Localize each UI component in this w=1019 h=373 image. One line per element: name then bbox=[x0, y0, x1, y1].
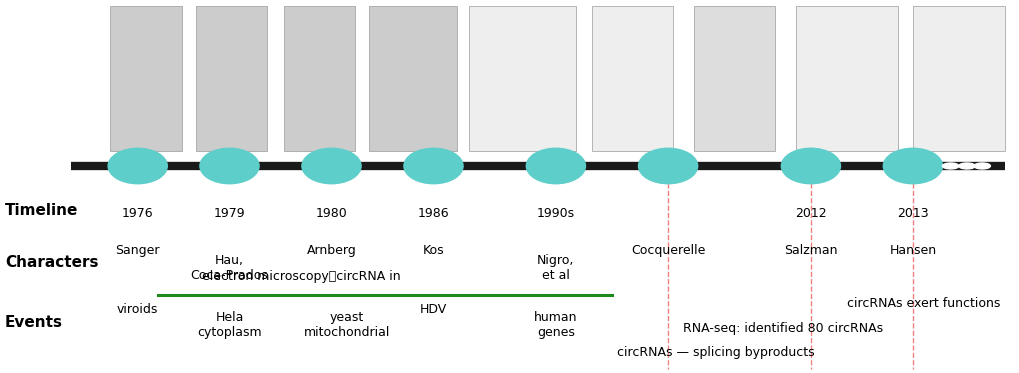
Ellipse shape bbox=[638, 148, 697, 184]
Text: HDV: HDV bbox=[420, 303, 446, 316]
Text: 1986: 1986 bbox=[417, 207, 449, 220]
Text: circRNAs exert functions: circRNAs exert functions bbox=[846, 298, 999, 310]
Text: 2013: 2013 bbox=[896, 207, 928, 220]
FancyBboxPatch shape bbox=[110, 6, 181, 151]
Text: circRNAs — splicing byproducts: circRNAs — splicing byproducts bbox=[616, 346, 814, 359]
Ellipse shape bbox=[526, 148, 585, 184]
Text: Timeline: Timeline bbox=[5, 203, 78, 218]
Text: 1979: 1979 bbox=[213, 207, 246, 220]
Text: Hansen: Hansen bbox=[889, 244, 935, 257]
Text: 1980: 1980 bbox=[315, 207, 347, 220]
Text: Arnberg: Arnberg bbox=[307, 244, 356, 257]
Ellipse shape bbox=[200, 148, 259, 184]
Text: 1990s: 1990s bbox=[536, 207, 575, 220]
FancyBboxPatch shape bbox=[795, 6, 897, 151]
Text: electron microscopy：circRNA in: electron microscopy：circRNA in bbox=[202, 270, 399, 283]
Ellipse shape bbox=[108, 148, 167, 184]
Text: Hau,
Coca-Prados: Hau, Coca-Prados bbox=[191, 254, 268, 282]
Text: 1976: 1976 bbox=[121, 207, 154, 220]
Text: 2012: 2012 bbox=[794, 207, 826, 220]
FancyBboxPatch shape bbox=[469, 6, 576, 151]
FancyBboxPatch shape bbox=[196, 6, 267, 151]
Text: Events: Events bbox=[5, 315, 63, 330]
Ellipse shape bbox=[882, 148, 942, 184]
Circle shape bbox=[942, 163, 958, 169]
FancyBboxPatch shape bbox=[369, 6, 457, 151]
Circle shape bbox=[958, 163, 974, 169]
Text: Salzman: Salzman bbox=[784, 244, 837, 257]
Ellipse shape bbox=[302, 148, 361, 184]
Text: Kos: Kos bbox=[422, 244, 444, 257]
Text: Cocquerelle: Cocquerelle bbox=[631, 244, 704, 257]
FancyBboxPatch shape bbox=[591, 6, 673, 151]
FancyBboxPatch shape bbox=[912, 6, 1004, 151]
Text: Hela
cytoplasm: Hela cytoplasm bbox=[197, 311, 262, 339]
Text: yeast
mitochondrial: yeast mitochondrial bbox=[304, 311, 389, 339]
FancyBboxPatch shape bbox=[283, 6, 355, 151]
Ellipse shape bbox=[781, 148, 840, 184]
Circle shape bbox=[973, 163, 989, 169]
Text: viroids: viroids bbox=[117, 303, 158, 316]
Text: RNA-seq: identified 80 circRNAs: RNA-seq: identified 80 circRNAs bbox=[683, 322, 882, 335]
Text: Sanger: Sanger bbox=[115, 244, 160, 257]
Text: human
genes: human genes bbox=[534, 311, 577, 339]
Text: Characters: Characters bbox=[5, 256, 99, 270]
Text: Nigro,
et al: Nigro, et al bbox=[537, 254, 574, 282]
FancyBboxPatch shape bbox=[693, 6, 774, 151]
Ellipse shape bbox=[404, 148, 463, 184]
